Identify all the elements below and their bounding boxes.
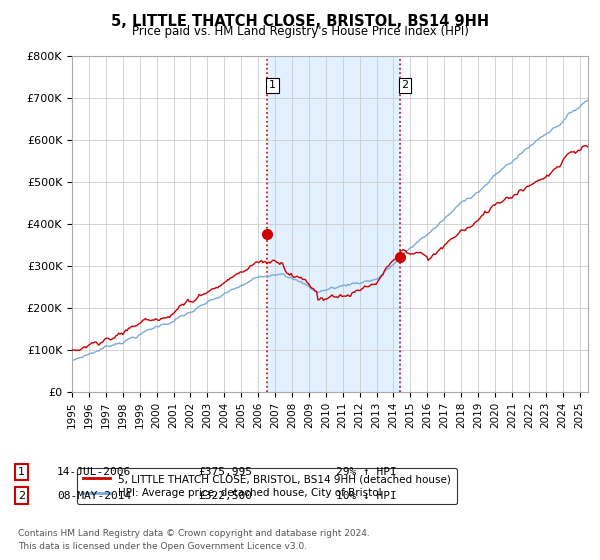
Bar (267, 56, 400, 392)
Legend: 5, LITTLE THATCH CLOSE, BRISTOL, BS14 9HH (detached house), HPI: Average price, : 5, LITTLE THATCH CLOSE, BRISTOL, BS14 9H… (77, 468, 457, 505)
Text: 1: 1 (269, 81, 276, 90)
Text: 5, LITTLE THATCH CLOSE, BRISTOL, BS14 9HH: 5, LITTLE THATCH CLOSE, BRISTOL, BS14 9H… (111, 14, 489, 29)
Text: 2: 2 (18, 491, 25, 501)
Text: 2: 2 (401, 81, 409, 90)
Text: 14-JUL-2006: 14-JUL-2006 (57, 467, 131, 477)
Text: Contains HM Land Registry data © Crown copyright and database right 2024.
This d: Contains HM Land Registry data © Crown c… (18, 529, 370, 552)
Text: £322,500: £322,500 (198, 491, 252, 501)
Text: £375,995: £375,995 (198, 467, 252, 477)
Text: 10% ↓ HPI: 10% ↓ HPI (336, 491, 397, 501)
Text: Price paid vs. HM Land Registry's House Price Index (HPI): Price paid vs. HM Land Registry's House … (131, 25, 469, 38)
Text: 29% ↑ HPI: 29% ↑ HPI (336, 467, 397, 477)
Text: 08-MAY-2014: 08-MAY-2014 (57, 491, 131, 501)
Text: 1: 1 (18, 467, 25, 477)
